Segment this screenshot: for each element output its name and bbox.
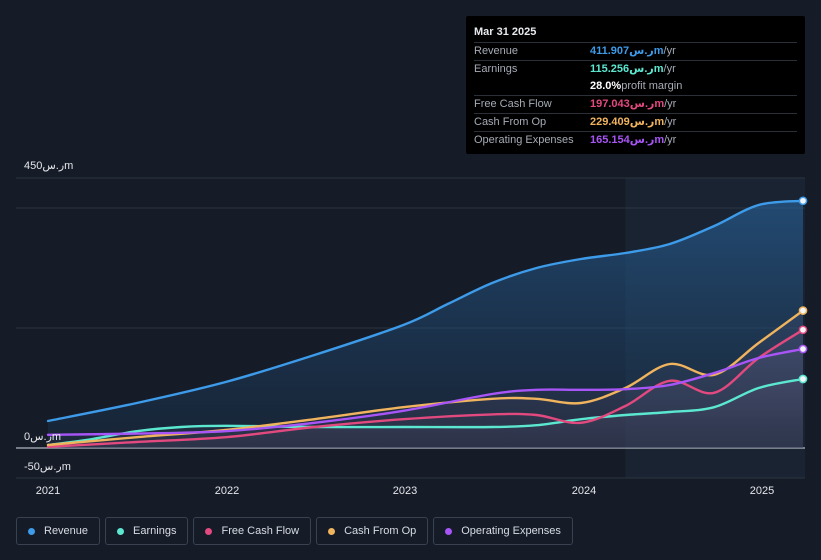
legend-label: Cash From Op	[344, 525, 417, 537]
tooltip-value: 197.043ر.سm	[590, 98, 665, 110]
legend-dot-icon	[117, 527, 125, 535]
cash-from-op-end-point[interactable]	[798, 306, 808, 315]
x-tick-label-2025: 2025	[749, 485, 775, 497]
earnings-line[interactable]	[46, 377, 805, 447]
free-cash-flow-end-point[interactable]	[798, 325, 808, 335]
x-tick-label-2022: 2022	[214, 485, 240, 497]
operating-expenses-line[interactable]	[46, 347, 805, 436]
legend-label: Revenue	[44, 525, 89, 537]
earnings-end-point[interactable]	[798, 374, 808, 384]
x-tick-label-2024: 2024	[571, 485, 597, 497]
revenue-line[interactable]	[46, 199, 805, 423]
legend-item-operating-expenses[interactable]: Operating Expenses	[433, 517, 573, 545]
chart-plot-area[interactable]	[0, 0, 821, 510]
legend-dot-icon	[28, 527, 35, 535]
legend-item-cash-from-op[interactable]: Cash From Op	[316, 517, 429, 545]
tooltip-row-operating-expenses: Operating Expenses 165.154ر.سm /yr	[474, 131, 797, 149]
legend-item-free-cash-flow[interactable]: Free Cash Flow	[193, 517, 312, 545]
tooltip-suffix: /yr	[664, 98, 677, 110]
y-tick-label-bottom: -50ر.سm	[24, 461, 71, 473]
legend-label: Earnings	[133, 525, 177, 537]
legend-label: Operating Expenses	[461, 525, 561, 537]
tooltip-label: Revenue	[474, 45, 519, 57]
legend-item-revenue[interactable]: Revenue	[16, 517, 101, 545]
tooltip-label: Earnings	[474, 63, 518, 75]
y-tick-label-top: 450ر.سm	[24, 160, 74, 172]
tooltip-suffix: /yr	[663, 45, 676, 57]
y-tick-label-zero: 0ر.سm	[24, 431, 62, 443]
tooltip-value: 28.0%	[590, 80, 622, 92]
revenue-end-point[interactable]	[798, 196, 808, 206]
tooltip-value: 115.256ر.سm	[590, 63, 664, 75]
x-tick-label-2021: 2021	[35, 485, 61, 497]
tooltip-panel: Mar 31 2025 Revenue 411.907ر.سm /yr Earn…	[466, 16, 805, 154]
legend-dot-icon	[445, 527, 453, 535]
tooltip-row-free-cash-flow: Free Cash Flow 197.043ر.سm /yr	[474, 95, 797, 113]
operating-expenses-area	[48, 349, 803, 448]
tooltip-value: 165.154ر.سm	[590, 134, 665, 146]
operating-expenses-end-point[interactable]	[798, 344, 808, 354]
tooltip-suffix: profit margin	[621, 80, 683, 92]
chart-legend: Revenue Earnings Free Cash Flow Cash Fro…	[16, 517, 573, 545]
x-tick-label-2023: 2023	[392, 485, 418, 497]
tooltip-value: 411.907ر.سm	[590, 45, 664, 57]
tooltip-label: Free Cash Flow	[474, 98, 552, 110]
tooltip-label: Operating Expenses	[474, 134, 574, 146]
tooltip-suffix: /yr	[664, 134, 677, 146]
tooltip-row-earnings: Earnings 115.256ر.سm /yr	[474, 60, 797, 78]
free-cash-flow-line[interactable]	[46, 328, 805, 448]
tooltip-row-revenue: Revenue 411.907ر.سm /yr	[474, 42, 797, 60]
legend-label: Free Cash Flow	[221, 525, 300, 537]
tooltip-row-cash-from-op: Cash From Op 229.409ر.سm /yr	[474, 113, 797, 131]
legend-dot-icon	[205, 527, 213, 535]
tooltip-value: 229.409ر.سm	[590, 116, 665, 128]
tooltip-row-profit-margin: 28.0% profit margin	[474, 78, 797, 95]
tooltip-date: Mar 31 2025	[474, 26, 537, 38]
legend-item-earnings[interactable]: Earnings	[105, 517, 189, 545]
revenue-area	[48, 200, 803, 448]
tooltip-label: Cash From Op	[474, 116, 547, 128]
tooltip-suffix: /yr	[663, 63, 676, 75]
tooltip-suffix: /yr	[664, 116, 677, 128]
legend-dot-icon	[328, 527, 336, 535]
